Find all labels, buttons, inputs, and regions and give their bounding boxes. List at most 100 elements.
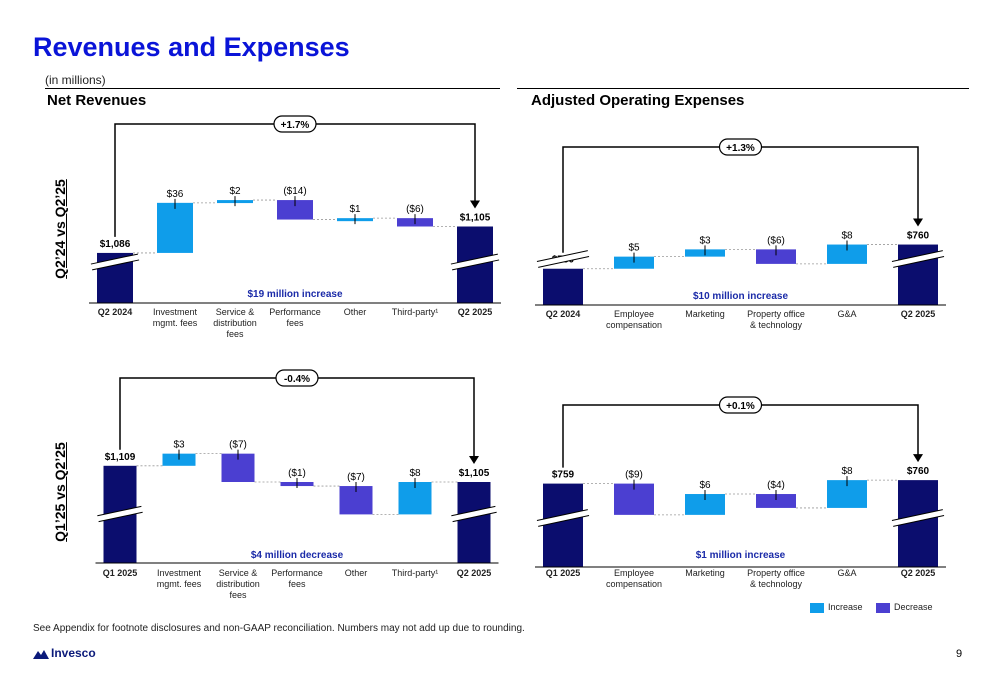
waterfall-bar-total [457, 482, 491, 563]
row2-comparison-label: Q1’25 vs Q2’25 [52, 442, 68, 542]
category-label: Marketing [685, 309, 725, 319]
waterfall-bar-increase [162, 453, 196, 466]
category-label: fees [286, 318, 304, 328]
data-label: $3 [173, 440, 185, 451]
change-percent-label: -0.4% [284, 374, 310, 385]
page-title: Revenues and Expenses [33, 32, 350, 62]
axis-break-line [452, 259, 500, 271]
waterfall-bar-total [543, 268, 583, 305]
axis-break-line [90, 253, 138, 265]
axis-break-line [538, 515, 590, 527]
data-label: $760 [907, 231, 930, 242]
change-percent-label: +1.3% [726, 143, 755, 154]
category-label: Third-party¹ [392, 568, 439, 578]
axis-break-gap [92, 254, 138, 270]
axis-break-line [893, 515, 945, 527]
page-subtitle: (in millions) [45, 73, 106, 87]
category-label: compensation [606, 320, 662, 330]
change-summary-label: $10 million increase [693, 291, 788, 302]
category-label: Investment [153, 307, 198, 317]
logo-text: Invesco [51, 646, 96, 660]
category-label: Q1 2025 [546, 568, 581, 578]
legend-decrease: Decrease [876, 602, 933, 613]
category-label: Service & [219, 568, 258, 578]
category-label: Performance [271, 568, 323, 578]
waterfall-bar-decrease [756, 494, 796, 508]
data-label: $1,105 [460, 213, 491, 224]
data-label: $759 [552, 470, 575, 481]
category-label: compensation [606, 579, 662, 589]
category-label: Employee [614, 568, 654, 578]
axis-break-gap [538, 251, 588, 267]
change-pill [718, 138, 763, 156]
data-label: ($4) [767, 480, 785, 491]
data-label: $1,105 [459, 468, 490, 479]
change-arrowhead [470, 200, 480, 209]
axis-break-gap [893, 251, 943, 267]
axis-break-line [451, 505, 496, 517]
waterfall-bar-decrease [756, 249, 796, 264]
change-summary-label: $19 million increase [247, 289, 342, 300]
page-number: 9 [956, 648, 963, 660]
row1-comparison-label: Q2’24 vs Q2’25 [52, 179, 68, 279]
data-label: ($9) [625, 470, 643, 481]
category-label: & technology [750, 320, 803, 330]
category-label: mgmt. fees [153, 318, 198, 328]
category-label: Other [344, 307, 367, 317]
axis-break-line [452, 511, 497, 523]
legend-decrease-label: Decrease [894, 602, 933, 612]
waterfall-bar-increase [827, 244, 867, 264]
axis-break-line [538, 256, 590, 268]
category-label: Q2 2025 [901, 309, 936, 319]
data-label: $8 [409, 468, 421, 479]
net-revenues-title: Net Revenues [47, 92, 147, 109]
legend-increase: Increase [810, 602, 863, 613]
data-label: ($1) [288, 468, 306, 479]
change-summary-label: $1 million increase [696, 550, 786, 561]
category-label: Property office [747, 568, 805, 578]
data-label: ($6) [767, 235, 785, 246]
category-label: Q2 2025 [901, 568, 936, 578]
category-label: fees [229, 590, 247, 600]
legend-increase-label: Increase [828, 602, 863, 612]
axis-break-line [536, 509, 588, 521]
data-label: ($7) [347, 472, 365, 483]
category-label: Employee [614, 309, 654, 319]
waterfall-bar-total [543, 483, 583, 567]
waterfall-bar-decrease [277, 200, 313, 220]
category-label: Q1 2025 [103, 568, 138, 578]
change-percent-label: +1.7% [281, 120, 310, 131]
axis-break-gap [452, 254, 498, 270]
category-label: Investment [157, 568, 202, 578]
category-label: Third-party¹ [392, 307, 439, 317]
footnote: See Appendix for footnote disclosures an… [33, 623, 525, 634]
axis-break-line [450, 253, 498, 265]
axis-break-line [891, 509, 943, 521]
axis-break-gap [99, 506, 141, 522]
change-arrowhead [913, 218, 923, 227]
data-label: $1,086 [100, 239, 131, 250]
change-bracket [562, 146, 919, 253]
right-section-rule [517, 88, 969, 89]
category-label: G&A [837, 568, 856, 578]
change-arrowhead [913, 454, 923, 463]
data-label: ($14) [283, 186, 306, 197]
category-label: Service & [216, 307, 255, 317]
data-label: $3 [699, 235, 711, 246]
data-label: $1 [349, 204, 361, 215]
change-percent-label: +0.1% [726, 401, 755, 412]
change-bracket [562, 404, 919, 468]
legend-increase-swatch [810, 602, 824, 613]
category-label: Property office [747, 309, 805, 319]
data-label: ($6) [406, 204, 424, 215]
data-label: $36 [167, 189, 184, 200]
data-label: $8 [841, 231, 853, 242]
category-label: & technology [750, 579, 803, 589]
category-label: mgmt. fees [157, 579, 202, 589]
category-label: Performance [269, 307, 321, 317]
left-section-rule [45, 88, 500, 89]
axis-break-gap [453, 506, 495, 522]
category-label: G&A [837, 309, 856, 319]
invesco-logo: Invesco [33, 646, 96, 660]
